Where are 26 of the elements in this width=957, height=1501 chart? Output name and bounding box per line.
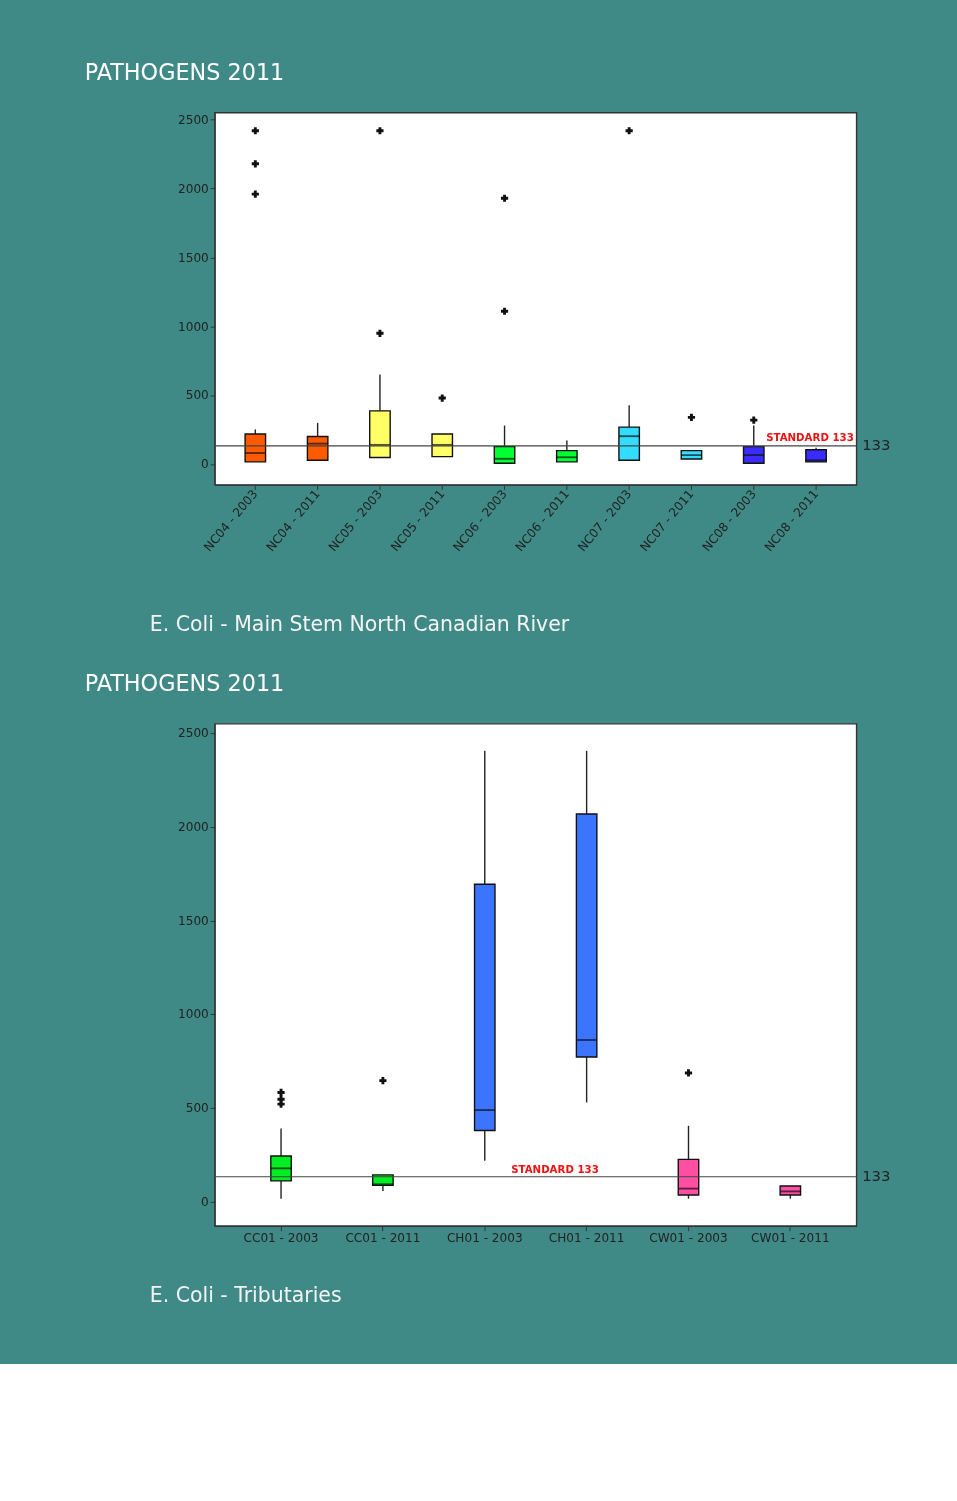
x-tick-label: CW01 - 2003 xyxy=(649,1231,728,1246)
x-tick-label: CH01 - 2003 xyxy=(446,1231,523,1246)
y-tick-label: 2500 xyxy=(178,112,209,127)
y-tick-label: 1000 xyxy=(178,1007,209,1022)
x-tick-label: CC01 - 2003 xyxy=(243,1231,319,1246)
x-tick-label: CW01 - 2011 xyxy=(751,1231,830,1246)
y-tick-label: 2500 xyxy=(178,726,209,741)
y-tick-label: 500 xyxy=(185,1101,209,1116)
ref-line-label: STANDARD 133 xyxy=(511,1164,599,1176)
chart-title: PATHOGENS 2011 xyxy=(84,670,285,697)
x-tick-label: CH01 - 2011 xyxy=(548,1231,625,1246)
text: E. Coli - Tributaries xyxy=(149,1283,342,1308)
y-tick-label: 1000 xyxy=(178,319,209,334)
y-tick-label: 1500 xyxy=(178,913,209,928)
chart-title: PATHOGENS 2011 xyxy=(84,59,285,86)
y-tick-label: 2000 xyxy=(178,181,209,196)
y-tick-label: 500 xyxy=(185,388,209,403)
y-tick-label: 2000 xyxy=(178,820,209,835)
text: E. Coli - Main Stem North Canadian River xyxy=(149,611,570,636)
y-tick-label: 0 xyxy=(201,457,209,472)
ref-line-label: STANDARD 133 xyxy=(766,432,854,444)
text: 133 xyxy=(862,1167,891,1186)
y-tick-label: 0 xyxy=(201,1194,209,1209)
y-tick-label: 1500 xyxy=(178,250,209,265)
text: 133 xyxy=(862,436,891,455)
x-tick-label: CC01 - 2011 xyxy=(345,1231,421,1246)
